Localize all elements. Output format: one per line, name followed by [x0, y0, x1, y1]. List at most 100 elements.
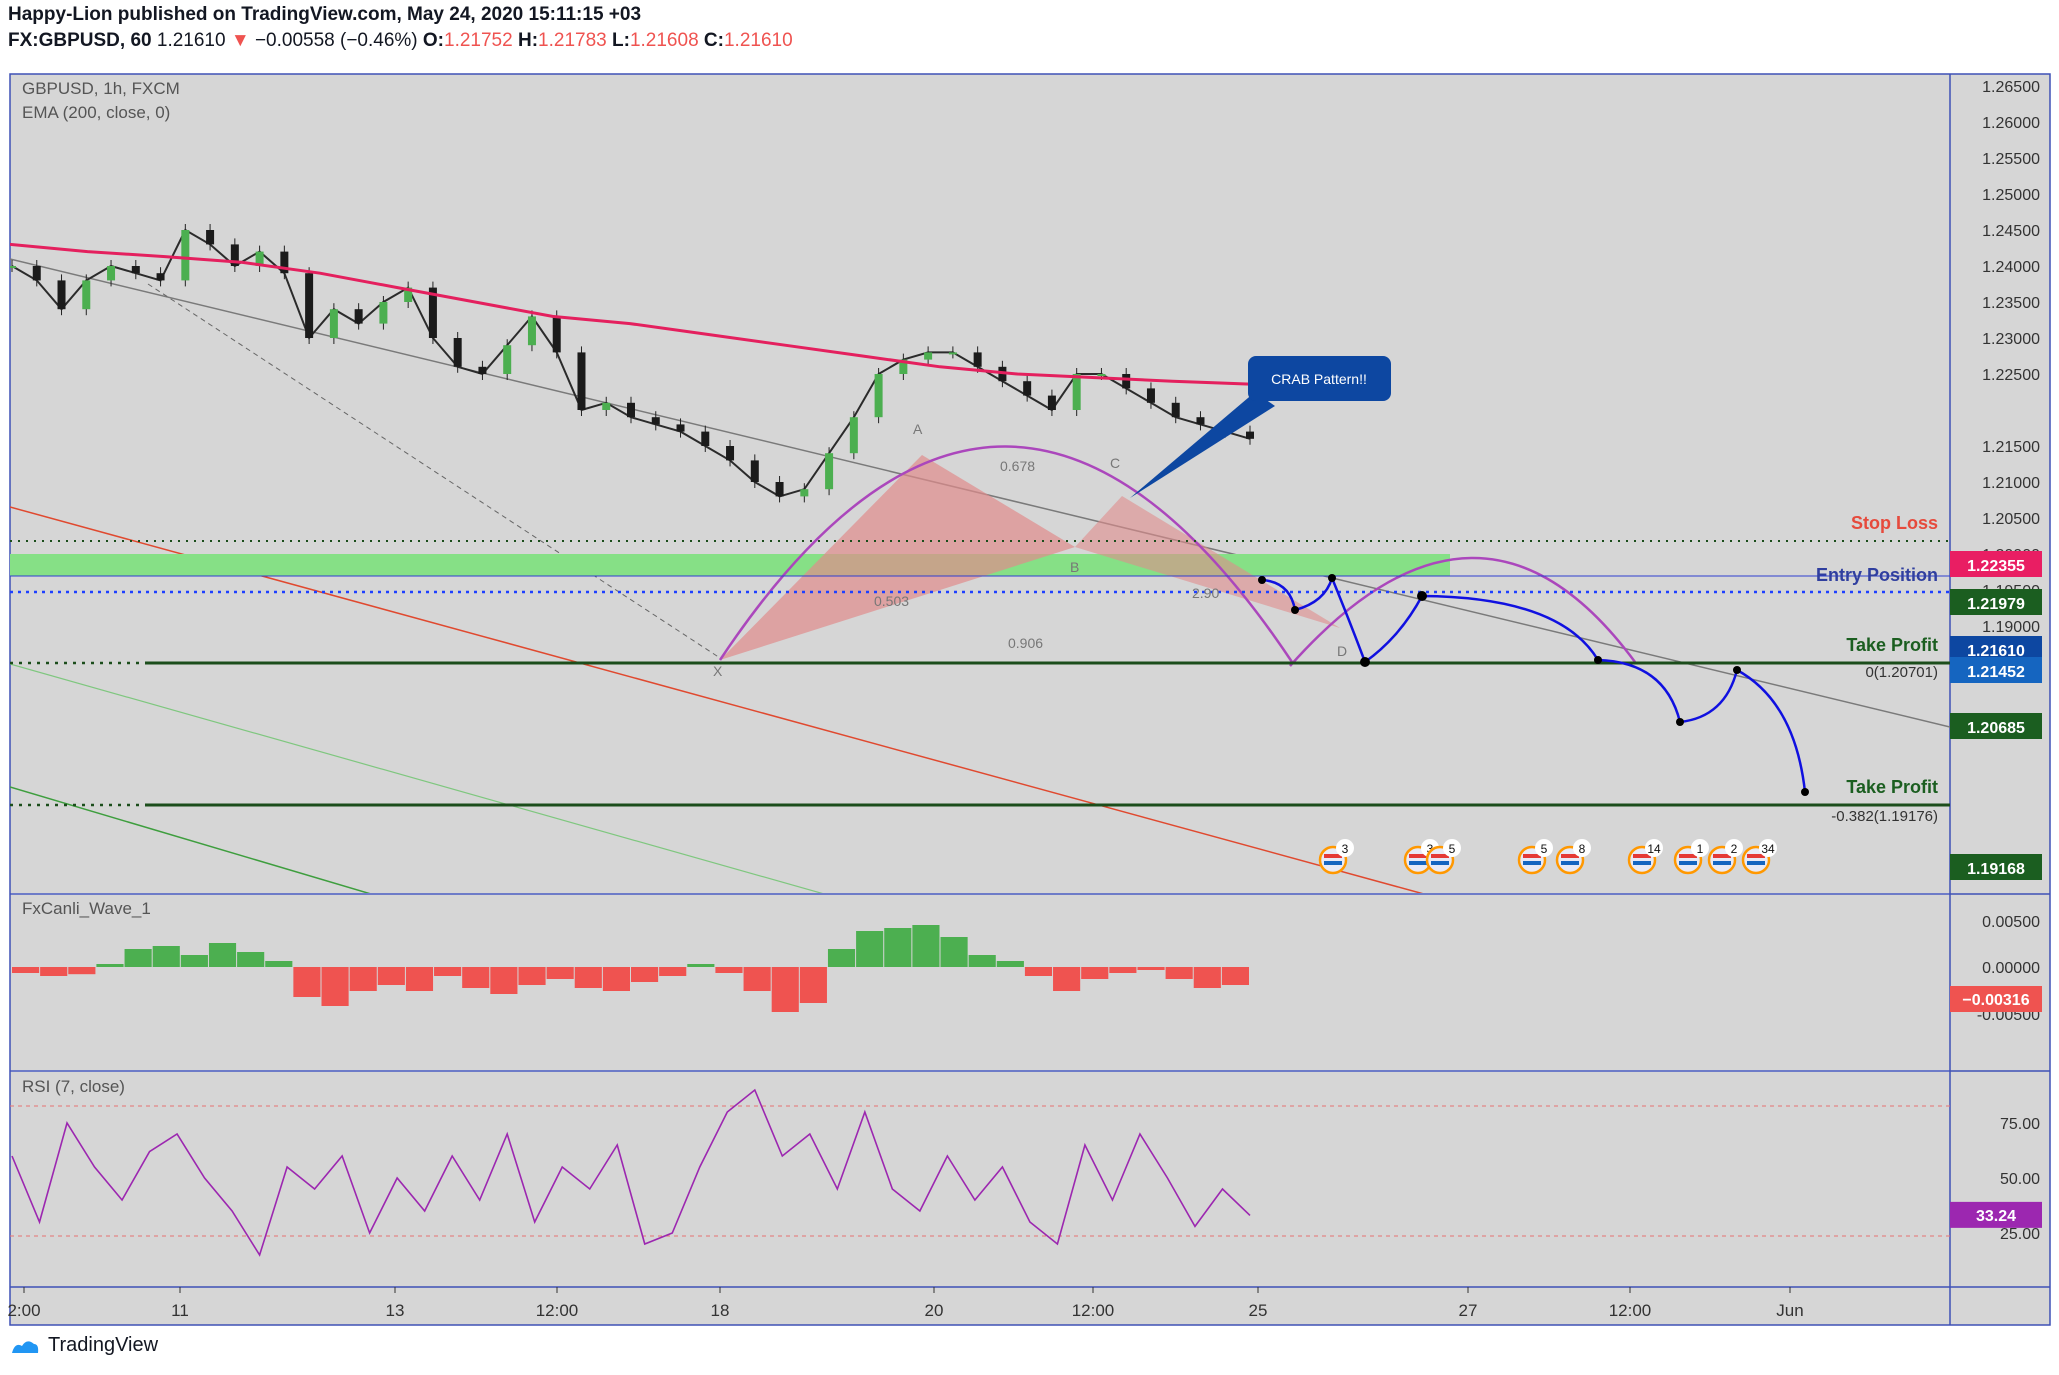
last-price: 1.21610 [156, 30, 226, 51]
wave-bar [518, 967, 546, 985]
time-tick-label: 18 [711, 1301, 730, 1320]
time-tick-label: 25 [1249, 1301, 1268, 1320]
wave-tick-label: 0.00000 [1982, 960, 2040, 977]
event-flag-stripe [1747, 854, 1765, 858]
price-tick-label: 1.25000 [1982, 187, 2040, 204]
candle-body [750, 460, 759, 482]
price-badge [1950, 657, 2042, 683]
wave-bar [152, 946, 180, 967]
candle-body [404, 287, 413, 302]
ratio-d-label: 2.90 [1192, 585, 1219, 601]
price-tick-label: 1.21000 [1982, 475, 2040, 492]
event-flag-stripe [1431, 854, 1449, 858]
wave-bar [490, 967, 518, 994]
price-badge-text: 1.21610 [1967, 643, 2025, 660]
candle-body [107, 266, 116, 281]
wave-bar [940, 937, 968, 967]
wave-bar [1221, 967, 1249, 985]
high-value: 1.21783 [538, 30, 607, 51]
rsi-legend: RSI (7, close) [22, 1077, 125, 1096]
candle-body [1097, 374, 1106, 376]
wave-bar [659, 967, 687, 976]
event-count-bubble [1573, 839, 1591, 857]
chart-container[interactable]: X A B C D 0.503 0.678 2.90 0.906 CRAB Pa… [0, 62, 2059, 1335]
wave-bar [602, 967, 630, 991]
event-flag-stripe [1561, 861, 1579, 865]
event-count: 3 [1342, 842, 1349, 856]
candle-body [32, 266, 41, 281]
event-count: 34 [1761, 842, 1775, 856]
candle-body [131, 266, 140, 274]
point-d-label: D [1337, 643, 1347, 659]
ratio-b-label: 0.503 [874, 593, 909, 609]
rsi-tick-label: 50.00 [2000, 1171, 2040, 1188]
candle-body [874, 374, 883, 418]
rsi-pane[interactable] [10, 1072, 1950, 1287]
main-pane[interactable] [10, 74, 1950, 893]
wave-bar [208, 943, 237, 967]
candle-body [57, 280, 66, 310]
time-scale[interactable] [10, 1287, 2050, 1325]
close-value: 1.21610 [723, 30, 793, 51]
wave-bar [462, 967, 490, 988]
wave-bar [1053, 967, 1081, 991]
rsi-badge-text: 33.24 [1976, 1208, 2016, 1225]
candle-body [924, 352, 933, 360]
price-tick-label: 1.23500 [1982, 295, 2040, 312]
publish-info: Happy-Lion published on TradingView.com,… [8, 4, 642, 25]
wave-bar [180, 955, 208, 967]
wave-bar [96, 964, 124, 967]
wave-bar [434, 967, 462, 976]
candle-body [156, 273, 165, 281]
wave-bar [1193, 967, 1221, 988]
candle-body [503, 345, 512, 374]
price-badge [1950, 713, 2042, 739]
rsi-series [11, 1088, 1251, 1257]
candles [10, 224, 1254, 503]
arc-1 [718, 445, 1294, 663]
candle-body [627, 402, 635, 418]
wave-bar [743, 967, 771, 991]
event-flag-stripe [1324, 854, 1342, 858]
ratio-xd-label: 0.906 [1008, 635, 1043, 651]
economic-events[interactable]: 3 3 5 5 8 14 1 2 34 [1318, 839, 1777, 875]
candle-body [206, 230, 215, 245]
wave-tick-label: 0.00500 [1982, 914, 2040, 931]
wave-bar [293, 967, 321, 997]
time-tick-label: 13 [386, 1301, 405, 1320]
ema-legend: EMA (200, close, 0) [22, 103, 170, 122]
crab-callout[interactable] [1248, 356, 1391, 401]
chart-svg[interactable]: X A B C D 0.503 0.678 2.90 0.906 CRAB Pa… [0, 62, 2059, 1330]
stop-loss-label: Stop Loss [1851, 513, 1938, 533]
event-flag-stripe [1523, 854, 1541, 858]
candle-body [552, 316, 561, 353]
price-badges: 1.22355 1.21979 1.21610 1.21452 1.20685 1.191… [1950, 551, 2042, 880]
take-profit-1-label: Take Profit [1846, 635, 1938, 655]
wave-bar [405, 967, 434, 991]
wave-bar [1109, 967, 1137, 973]
candle-body [230, 244, 239, 266]
tradingview-footer[interactable]: TradingView [10, 1334, 158, 1357]
price-tick-label: 1.24500 [1982, 223, 2040, 240]
arc-2 [1289, 556, 1637, 667]
candle-body [651, 417, 660, 425]
time-tick-label: 11 [171, 1301, 189, 1320]
candle-body [849, 417, 858, 454]
candle-body [527, 316, 536, 346]
pattern-xab [720, 455, 1075, 660]
event-count: 1 [1697, 842, 1704, 856]
event-count-bubble [1691, 839, 1709, 857]
wave-bar [912, 925, 940, 967]
price-badge-text: 1.19168 [1967, 861, 2025, 878]
price-badge-text: 1.21452 [1967, 664, 2025, 681]
wave-bar [968, 955, 996, 967]
point-a-label: A [913, 421, 923, 437]
time-tick-label: Jun [1776, 1301, 1803, 1320]
time-tick-label: 12:00 [1072, 1301, 1115, 1320]
wave-legend: FxCanli_Wave_1 [22, 899, 151, 918]
open-label: O: [422, 30, 445, 51]
high-label: H: [517, 30, 539, 51]
wave-bar [856, 931, 884, 967]
wave-bar [884, 928, 912, 967]
candle-body [10, 266, 16, 268]
